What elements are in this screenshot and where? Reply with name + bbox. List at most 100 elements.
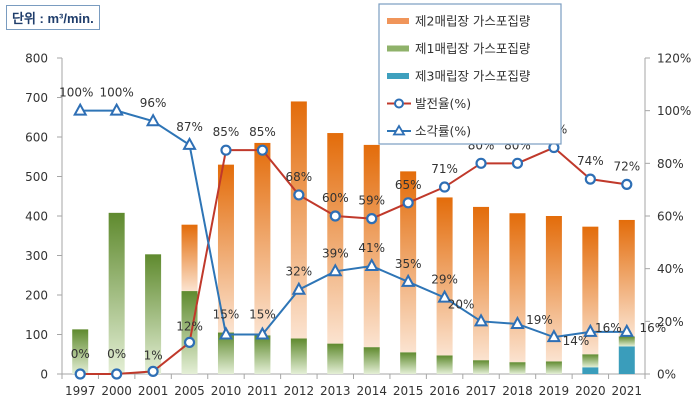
marker-incineration-rate	[546, 329, 562, 343]
marker-incineration-rate	[473, 313, 489, 327]
legend-box	[378, 3, 562, 145]
bar-landfill1	[363, 347, 380, 374]
right-tick-label: 100%	[657, 104, 691, 118]
marker-incineration-rate	[400, 273, 416, 287]
bar-landfill1	[290, 338, 307, 374]
x-tick-label: 2000	[101, 384, 132, 398]
marker-incineration-rate	[218, 326, 234, 340]
bar-landfill2	[509, 213, 526, 363]
bar-landfill1	[108, 212, 125, 374]
bar-landfill1	[509, 362, 526, 374]
bar-landfill1	[327, 343, 344, 374]
marker-generation-rate	[402, 197, 414, 209]
marker-generation-rate	[256, 144, 269, 156]
label-incineration-rate: 100%	[100, 86, 134, 100]
legend-label: 제2매립장 가스포집량	[415, 14, 531, 29]
label-incineration-rate: 39%	[322, 246, 349, 260]
x-tick-label: 2020	[575, 384, 606, 398]
marker-incineration-rate	[73, 102, 88, 116]
bar-landfill2	[181, 224, 198, 292]
label-incineration-rate: 15%	[213, 308, 240, 322]
label-generation-rate: 85%	[249, 125, 276, 139]
x-tick-label: 2016	[429, 384, 460, 398]
x-tick-label: 2001	[138, 384, 169, 398]
label-generation-rate: 71%	[431, 162, 458, 176]
label-generation-rate: 0%	[71, 347, 90, 361]
x-tick-label: 2010	[211, 384, 242, 398]
label-generation-rate: 12%	[176, 319, 203, 333]
marker-generation-rate	[111, 368, 123, 380]
bar-landfill2	[254, 142, 271, 336]
legend-label: 제1매립장 가스포집량	[415, 41, 531, 56]
x-tick-label: 2015	[393, 384, 424, 398]
bar-landfill2	[290, 101, 307, 339]
x-tick-label: 2012	[284, 384, 315, 398]
line-generation-rate	[80, 146, 627, 375]
legend-swatch-landfill2	[387, 18, 409, 24]
right-tick-label: 20%	[657, 315, 684, 329]
x-tick-label: 2017	[466, 384, 497, 398]
label-incineration-rate: 20%	[448, 297, 475, 311]
marker-incineration-rate	[583, 323, 598, 337]
marker-incineration-rate	[328, 263, 343, 277]
bar-landfill1	[72, 329, 89, 374]
label-incineration-rate: 15%	[249, 308, 276, 322]
bar-landfill1	[217, 332, 234, 374]
label-incineration-rate: 14%	[563, 334, 590, 348]
bar-landfill1	[545, 361, 562, 374]
label-generation-rate: 68%	[286, 170, 313, 184]
right-tick-label: 40%	[657, 262, 684, 276]
bar-landfill1	[254, 335, 271, 374]
label-incineration-rate: 19%	[526, 313, 553, 327]
left-tick-label: 0	[40, 368, 48, 382]
label-generation-rate: 85%	[213, 125, 240, 139]
bar-landfill1	[400, 352, 417, 374]
right-tick-label: 80%	[657, 157, 684, 171]
marker-incineration-rate	[145, 113, 161, 127]
marker-generation-rate	[293, 189, 305, 201]
marker-generation-rate	[147, 365, 159, 377]
marker-incineration-rate	[510, 315, 525, 329]
bar-landfill1	[473, 360, 490, 374]
bar-landfill2	[582, 226, 599, 355]
bar-landfill1	[618, 336, 635, 347]
line-incineration-rate	[80, 109, 627, 339]
label-generation-rate: 60%	[322, 191, 349, 205]
bar-landfill2	[473, 206, 490, 361]
left-tick-label: 300	[25, 249, 48, 263]
marker-generation-rate	[366, 213, 378, 225]
label-incineration-rate: 16%	[639, 321, 666, 335]
legend-label: 제3매립장 가스포집량	[415, 69, 531, 84]
x-tick-label: 2019	[539, 384, 570, 398]
bar-landfill2	[363, 144, 380, 348]
label-generation-rate: 65%	[395, 178, 422, 192]
left-tick-label: 800	[25, 52, 48, 66]
marker-generation-rate	[511, 157, 524, 169]
bar-landfill3	[618, 346, 635, 374]
label-generation-rate: 0%	[107, 347, 126, 361]
left-tick-label: 500	[25, 170, 48, 184]
legend-triangle-marker-icon	[392, 124, 406, 136]
marker-generation-rate	[438, 181, 451, 193]
left-tick-label: 400	[25, 210, 48, 224]
bar-landfill2	[436, 197, 453, 356]
right-tick-label: 60%	[657, 210, 684, 224]
bar-landfill1	[436, 355, 453, 374]
left-tick-label: 700	[25, 91, 48, 105]
left-tick-label: 200	[25, 289, 48, 303]
unit-label: 단위 : m³/min.	[6, 5, 100, 30]
right-tick-label: 0%	[657, 368, 676, 382]
marker-incineration-rate	[182, 136, 197, 150]
label-incineration-rate: 35%	[395, 257, 422, 271]
legend-circle-marker-icon	[394, 98, 404, 109]
bar-landfill1	[582, 354, 599, 368]
bar-landfill1	[181, 291, 198, 374]
legend-swatch-landfill1	[387, 45, 409, 52]
marker-generation-rate	[220, 144, 232, 156]
legend-label: 소각률(%)	[415, 124, 471, 139]
label-generation-rate: 1%	[144, 348, 163, 362]
x-tick-label: 2011	[247, 384, 278, 398]
marker-incineration-rate	[437, 289, 452, 303]
marker-generation-rate	[584, 173, 596, 185]
